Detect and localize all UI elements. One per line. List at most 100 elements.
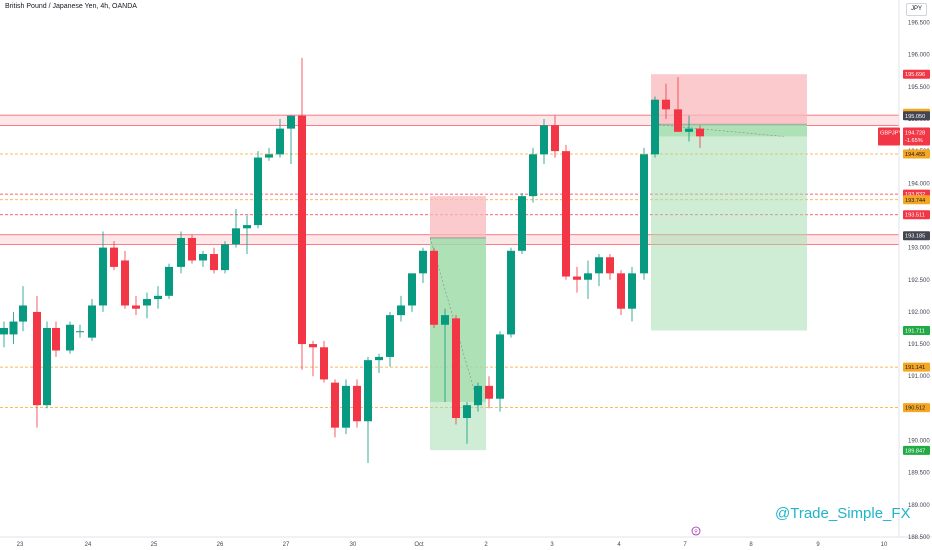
candle-34 <box>375 356 383 361</box>
candle-23 <box>254 157 262 226</box>
candle-42 <box>463 405 471 419</box>
currency-button[interactable]: JPY <box>906 3 927 16</box>
zone-0 <box>0 115 899 126</box>
time-tick-7: 2 <box>484 542 488 548</box>
target-zone-1 <box>651 124 807 331</box>
time-tick-10: 7 <box>683 542 687 548</box>
price-label-11: 190.512 <box>905 406 925 412</box>
candle-45 <box>496 334 504 399</box>
candle-17 <box>188 237 196 261</box>
price-labels: 195.696195.089195.050GBPJPY194.728-1.65%… <box>878 69 930 455</box>
price-label-bg-9 <box>903 325 930 335</box>
candle-39 <box>430 250 438 325</box>
candle-14 <box>154 295 162 300</box>
candle-27 <box>298 115 306 345</box>
event-icon-glyph: ⚲ <box>694 529 698 535</box>
candle-52 <box>573 276 581 280</box>
time-tick-13: 10 <box>881 542 888 548</box>
time-tick-1: 24 <box>85 542 92 548</box>
candle-15 <box>165 266 173 296</box>
price-tick-7: 193.000 <box>908 246 930 252</box>
position-boxes[interactable] <box>429 74 807 451</box>
candle-16 <box>177 237 185 267</box>
price-tick-15: 189.000 <box>908 503 930 509</box>
stop-zone-0 <box>430 196 486 238</box>
price-tick-1: 196.000 <box>908 53 930 59</box>
candle-43 <box>474 385 482 406</box>
price-label-bg-3 <box>903 127 930 146</box>
candle-30 <box>331 382 339 428</box>
candle-50 <box>551 125 559 152</box>
candle-13 <box>143 299 151 306</box>
price-label-bg-6 <box>903 195 930 205</box>
price-label-10: 191.141 <box>905 365 925 371</box>
price-tick-5: 194.000 <box>908 181 930 187</box>
price-label-bg-7 <box>903 210 930 220</box>
price-label-4: 194.455 <box>905 152 925 158</box>
candle-28 <box>309 344 317 348</box>
price-change-label: -1.65% <box>905 138 923 144</box>
candle-41 <box>452 318 460 419</box>
candle-24 <box>265 154 273 158</box>
event-icon[interactable] <box>691 526 701 536</box>
price-label-bg-8 <box>903 231 930 241</box>
candle-60 <box>662 99 670 110</box>
candle-63 <box>696 128 704 137</box>
candle-8 <box>88 305 96 338</box>
candles <box>0 57 704 464</box>
price-label-5: 193.832 <box>905 192 925 198</box>
price-tick-11: 191.000 <box>908 374 930 380</box>
price-tick-0: 196.500 <box>908 21 930 27</box>
price-label-8: 193.185 <box>905 234 925 240</box>
profit-zone-1 <box>651 124 807 137</box>
symbol-tag-bg <box>878 127 900 146</box>
price-label-bg-2 <box>903 111 930 121</box>
candle-26 <box>287 115 295 129</box>
candle-46 <box>507 250 515 335</box>
candle-10 <box>110 247 118 267</box>
time-tick-5: 30 <box>350 542 357 548</box>
candle-29 <box>320 347 328 380</box>
price-label-2: 195.050 <box>905 114 925 120</box>
candle-61 <box>674 109 682 132</box>
candle-4 <box>43 327 51 406</box>
candle-40 <box>441 315 449 325</box>
candle-57 <box>628 273 636 309</box>
price-label-7: 193.511 <box>905 213 925 219</box>
candle-55 <box>606 257 614 274</box>
candle-12 <box>132 305 140 309</box>
price-tick-8: 192.500 <box>908 278 930 284</box>
price-label-bg-10 <box>903 362 930 372</box>
price-tick-14: 189.500 <box>908 471 930 477</box>
candle-5 <box>52 327 60 351</box>
candle-19 <box>210 254 218 271</box>
candle-58 <box>640 154 648 274</box>
time-tick-3: 26 <box>217 542 224 548</box>
price-axis[interactable]: 196.500196.000195.500195.000194.500194.0… <box>908 21 930 541</box>
candle-20 <box>221 244 229 271</box>
price-label-bg-12 <box>903 445 930 455</box>
price-tick-9: 192.000 <box>908 310 930 316</box>
price-label-bg-4 <box>903 149 930 159</box>
candle-33 <box>364 360 372 422</box>
time-tick-2: 25 <box>151 542 158 548</box>
candle-7 <box>76 331 84 333</box>
price-label-0: 195.696 <box>905 72 925 78</box>
candle-18 <box>199 254 207 261</box>
chart-title: British Pound / Japanese Yen, 4h, OANDA <box>5 3 137 10</box>
time-tick-9: 4 <box>617 542 621 548</box>
candle-38 <box>419 250 427 274</box>
candle-6 <box>66 324 74 351</box>
price-tick-13: 190.000 <box>908 439 930 445</box>
price-label-9: 191.711 <box>905 328 925 334</box>
time-tick-12: 9 <box>816 542 820 548</box>
watermark: @Trade_Simple_FX <box>775 505 911 522</box>
time-tick-4: 27 <box>283 542 290 548</box>
time-axis[interactable]: 23 24 25 26 27 30 Oct 2 3 4 7 8 9 10 <box>17 542 888 548</box>
candle-59 <box>651 99 659 155</box>
candle-49 <box>540 125 548 155</box>
candle-2 <box>19 305 27 322</box>
price-label-12: 189.847 <box>905 448 925 454</box>
event-marker[interactable]: ⚲ <box>691 526 701 536</box>
